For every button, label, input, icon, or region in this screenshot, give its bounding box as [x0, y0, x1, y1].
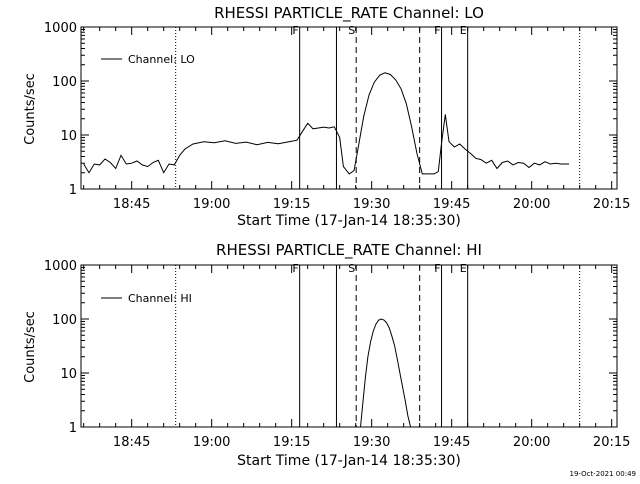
x-tick-label: 20:15 — [593, 435, 630, 450]
x-tick-label: 19:15 — [273, 435, 310, 450]
y-axis-label: Counts/sec — [23, 311, 38, 383]
event-marker-label: F — [434, 24, 440, 37]
x-tick-label: 19:30 — [353, 435, 390, 450]
y-tick-label: 10 — [60, 367, 77, 382]
event-marker-label: S — [348, 262, 355, 275]
y-tick-label: 1000 — [44, 21, 77, 36]
x-tick-label: 18:45 — [113, 197, 150, 212]
x-tick-label: 19:45 — [433, 435, 470, 450]
event-marker-label: F — [434, 262, 440, 275]
x-tick-label: 20:15 — [593, 197, 630, 212]
x-tick-label: 20:00 — [513, 197, 550, 212]
y-tick-label: 1000 — [44, 259, 77, 274]
event-marker-label: F — [292, 262, 298, 275]
x-tick-label: 19:45 — [433, 197, 470, 212]
hi-channel-panel: RHESSI PARTICLE_RATE Channel: HI Start T… — [23, 241, 630, 469]
x-tick-label: 20:00 — [513, 435, 550, 450]
x-tick-label: 19:15 — [273, 197, 310, 212]
y-tick-label: 10 — [60, 129, 77, 144]
legend-label: Channel: HI — [128, 292, 192, 305]
legend-label: Channel: LO — [128, 53, 195, 66]
y-tick-label: 1 — [69, 421, 77, 436]
chart-title: RHESSI PARTICLE_RATE Channel: LO — [214, 4, 484, 23]
event-marker-label: F — [292, 24, 298, 37]
x-axis-label: Start Time (17-Jan-14 18:35:30) — [237, 453, 461, 469]
chart-title: RHESSI PARTICLE_RATE Channel: HI — [216, 241, 482, 260]
x-tick-label: 19:00 — [193, 435, 230, 450]
x-tick-label: 19:00 — [193, 197, 230, 212]
event-marker-label: S — [348, 24, 355, 37]
generation-timestamp: 19-Oct-2021 00:49 — [570, 470, 636, 478]
event-marker-label: E — [460, 24, 467, 37]
x-axis-label: Start Time (17-Jan-14 18:35:30) — [237, 213, 461, 229]
y-tick-label: 100 — [52, 313, 77, 328]
lo-channel-panel: RHESSI PARTICLE_RATE Channel: LO Start T… — [23, 4, 630, 229]
series-line — [360, 318, 412, 428]
x-tick-label: 18:45 — [113, 435, 150, 450]
event-marker-label: E — [460, 262, 467, 275]
y-tick-label: 100 — [52, 75, 77, 90]
plot-frame — [80, 26, 618, 190]
y-axis-label: Counts/sec — [23, 73, 38, 145]
x-tick-label: 19:30 — [353, 197, 390, 212]
series-line — [83, 72, 569, 175]
y-tick-label: 1 — [69, 183, 77, 198]
plot-frame — [80, 264, 618, 428]
